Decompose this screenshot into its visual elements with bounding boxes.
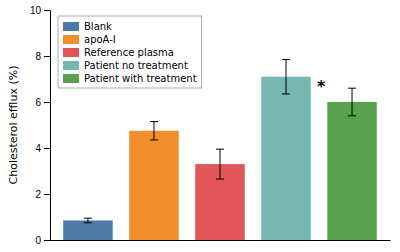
legend-swatch	[63, 74, 79, 83]
error-bar-stem	[220, 149, 221, 179]
y-tick: 2	[35, 189, 50, 200]
error-bar-stem	[153, 122, 154, 140]
y-tick-mark	[44, 56, 50, 57]
error-bar	[282, 59, 290, 93]
bar	[129, 131, 179, 240]
legend-label: Reference plasma	[84, 47, 174, 58]
y-tick: 4	[35, 143, 50, 154]
y-tick-label: 2	[35, 189, 41, 200]
y-tick-mark	[44, 102, 50, 103]
y-tick-mark	[44, 194, 50, 195]
error-bar-cap	[216, 179, 224, 180]
legend-label: Patient no treatment	[84, 60, 188, 71]
legend-swatch	[63, 61, 79, 70]
y-tick: 10	[30, 5, 50, 16]
legend-item: Patient with treatment	[63, 73, 197, 84]
y-tick-mark	[44, 240, 50, 241]
legend-item: Patient no treatment	[63, 60, 188, 71]
error-bar-cap	[282, 59, 290, 60]
error-bar-cap	[150, 121, 158, 122]
legend-item: Blank	[63, 21, 112, 32]
error-bar-cap	[150, 139, 158, 140]
legend: Blank apoA-I Reference plasma Patient no tr…	[58, 16, 202, 88]
annotation: *	[317, 77, 326, 96]
error-bar-stem	[87, 218, 88, 223]
y-axis-line	[44, 11, 51, 241]
error-bar	[84, 218, 92, 223]
plot-area: 0 2 4 6 8 10 * Blank apoA-I Reference plasma Patie…	[30, 5, 391, 246]
legend-swatch	[63, 48, 79, 57]
bar	[63, 220, 113, 240]
error-bar	[348, 88, 356, 116]
y-tick-mark	[44, 10, 50, 11]
bar	[261, 77, 311, 240]
error-bar-cap	[348, 88, 356, 89]
error-bar-cap	[348, 115, 356, 116]
error-bar-stem	[352, 88, 353, 116]
legend-label: Blank	[84, 21, 112, 32]
y-tick-label: 8	[35, 51, 41, 62]
legend-frame	[58, 16, 202, 88]
annotations: *	[317, 77, 326, 96]
legend-item: apoA-I	[63, 34, 116, 45]
bar	[327, 102, 377, 240]
y-tick-label: 6	[35, 97, 41, 108]
error-bar-cap	[84, 222, 92, 223]
x-axis	[51, 240, 391, 241]
y-tick-label: 0	[35, 235, 41, 246]
error-bar-cap	[84, 218, 92, 219]
error-bar	[150, 122, 158, 140]
chart: 0 2 4 6 8 10 * Blank apoA-I Reference plasma Patie…	[0, 0, 400, 252]
error-bar	[216, 149, 224, 179]
error-bar-cap	[216, 149, 224, 150]
y-tick: 0	[35, 235, 50, 246]
y-tick-label: 4	[35, 143, 41, 154]
legend-item: Reference plasma	[63, 47, 174, 58]
y-tick-mark	[44, 148, 50, 149]
y-tick-label: 10	[30, 5, 42, 16]
y-axis: 0 2 4 6 8 10	[30, 5, 51, 246]
error-bar-cap	[282, 93, 290, 94]
legend-label: Patient with treatment	[84, 73, 197, 84]
error-bar-stem	[286, 59, 287, 93]
legend-swatch	[63, 35, 79, 44]
x-axis-line	[51, 240, 391, 241]
legend-swatch	[63, 22, 79, 31]
y-tick: 6	[35, 97, 50, 108]
legend-label: apoA-I	[84, 34, 116, 45]
y-axis-title: Cholesterol efflux (%)	[7, 66, 20, 185]
y-tick: 8	[35, 51, 50, 62]
